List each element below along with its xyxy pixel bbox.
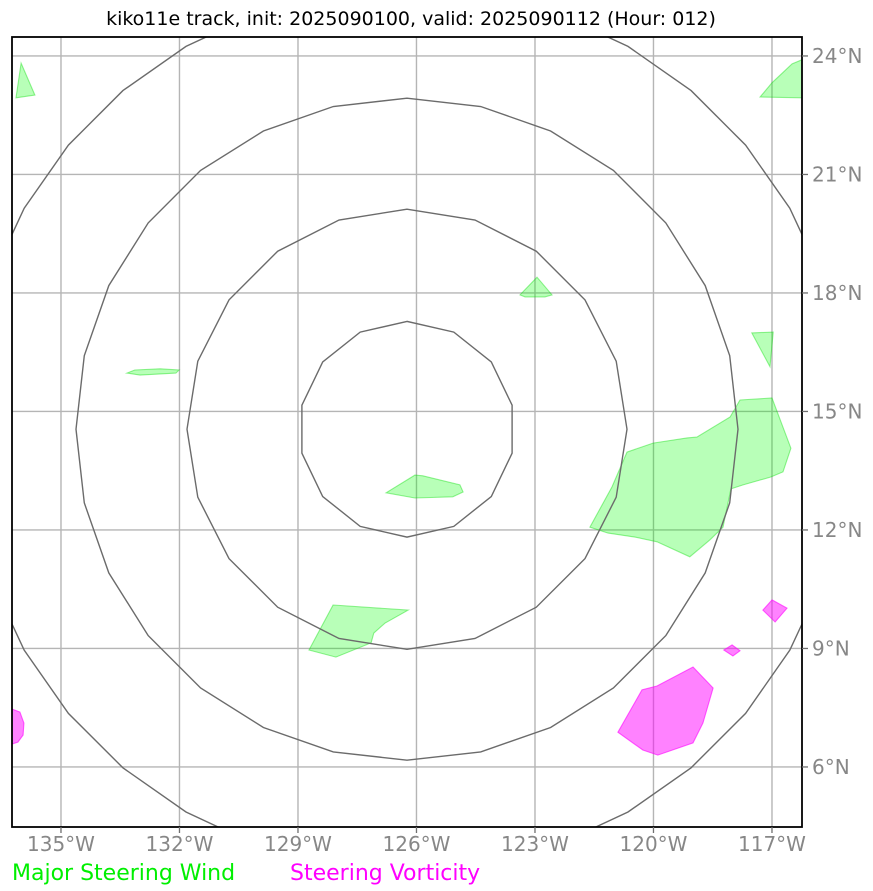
x-tick-label: 129°W — [264, 832, 332, 856]
plot-border — [11, 36, 803, 828]
y-tick-label: 18°N — [812, 281, 862, 305]
x-tick-label: 120°W — [620, 832, 688, 856]
legend-vorticity-label: Steering Vorticity — [290, 861, 481, 886]
steering-vorticity-patch — [722, 644, 741, 657]
steering-wind-patch — [308, 604, 411, 658]
legend-wind-label: Major Steering Wind — [12, 861, 236, 886]
range-ring — [301, 320, 513, 538]
plot-area — [12, 37, 802, 827]
x-tick-label: 123°W — [501, 832, 569, 856]
steering-wind-patch — [750, 331, 774, 369]
steering-wind-patch — [519, 276, 553, 298]
x-tick-label: 132°W — [146, 832, 214, 856]
y-tick-label: 24°N — [812, 44, 862, 68]
y-tick-label: 21°N — [812, 162, 862, 186]
y-tick-label: 6°N — [812, 755, 850, 779]
steering-wind-patch — [124, 368, 181, 376]
steering-vorticity-patch — [762, 599, 788, 623]
x-tick-label: 126°W — [383, 832, 451, 856]
steering-vorticity-patch — [12, 708, 25, 745]
y-tick-label: 12°N — [812, 518, 862, 542]
steering-wind-patch — [15, 61, 36, 99]
y-tick-label: 9°N — [812, 636, 850, 660]
steering-vorticity-patch — [617, 666, 714, 756]
range-ring — [12, 37, 802, 827]
plot-title: kiko11e track, init: 2025090100, valid: … — [106, 8, 716, 30]
range-ring — [75, 97, 739, 761]
range-ring — [186, 208, 628, 651]
x-tick-label: 135°W — [27, 832, 95, 856]
steering-wind-patch — [384, 474, 464, 499]
y-tick-label: 15°N — [812, 399, 862, 423]
x-tick-label: 117°W — [738, 832, 806, 856]
steering-wind-patch — [758, 59, 802, 99]
steering-wind-patch — [589, 397, 792, 558]
